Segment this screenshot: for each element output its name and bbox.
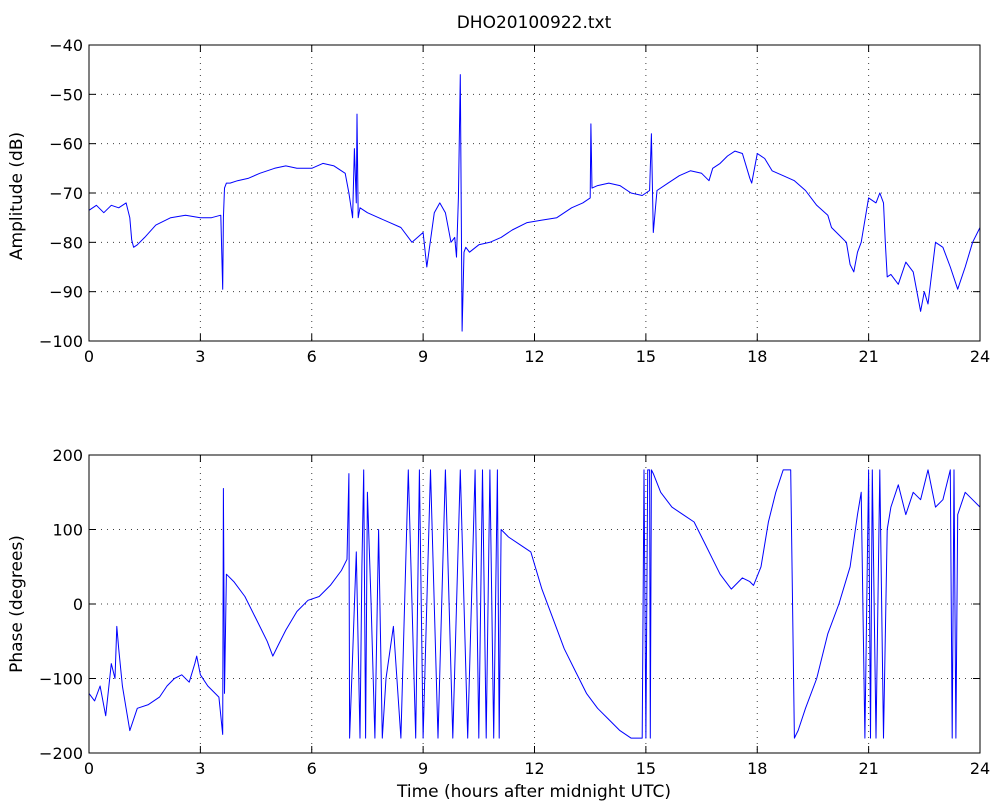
- amplitude-y-tick-label: −80: [49, 233, 83, 252]
- phase-y-tick-label: 100: [52, 521, 83, 540]
- amplitude-x-tick-label: 18: [747, 347, 767, 366]
- phase-x-tick-label: 18: [747, 759, 767, 778]
- phase-x-axis-label: Time (hours after midnight UTC): [396, 782, 671, 802]
- amplitude-y-tick-label: −90: [49, 283, 83, 302]
- phase-y-tick-label: −100: [39, 670, 83, 689]
- phase-x-tick-label: 3: [195, 759, 205, 778]
- amplitude-y-tick-label: −70: [49, 184, 83, 203]
- phase-y-tick-label: 0: [73, 595, 83, 614]
- amplitude-x-tick-label: 3: [195, 347, 205, 366]
- phase-x-tick-label: 6: [307, 759, 317, 778]
- phase-x-tick-label: 21: [858, 759, 878, 778]
- figure-title: DHO20100922.txt: [457, 13, 612, 33]
- amplitude-y-tick-label: −100: [39, 332, 83, 351]
- amplitude-x-tick-label: 6: [307, 347, 317, 366]
- amplitude-y-tick-label: −40: [49, 36, 83, 55]
- amplitude-x-tick-label: 12: [524, 347, 544, 366]
- amplitude-y-tick-label: −60: [49, 135, 83, 154]
- phase-x-tick-label: 24: [970, 759, 990, 778]
- phase-series-line: [88, 469, 981, 739]
- phase-x-tick-label: 12: [524, 759, 544, 778]
- phase-x-tick-label: 9: [418, 759, 428, 778]
- amplitude-x-tick-label: 15: [636, 347, 656, 366]
- amplitude-x-tick-label: 24: [970, 347, 990, 366]
- amplitude-x-tick-label: 9: [418, 347, 428, 366]
- amplitude-series-line: [88, 74, 981, 332]
- phase-x-tick-label: 15: [636, 759, 656, 778]
- amplitude-x-tick-label: 21: [858, 347, 878, 366]
- phase-y-tick-label: 200: [52, 446, 83, 465]
- amplitude-y-tick-label: −50: [49, 85, 83, 104]
- phase-plot: Phase (degrees) Time (hours after midnig…: [7, 446, 990, 802]
- phase-y-tick-label: −200: [39, 744, 83, 763]
- amplitude-x-tick-label: 0: [84, 347, 94, 366]
- amplitude-plot: Amplitude (dB) 0 3 6 9 12 15 18 21 24 −100 −90 −80 −…: [7, 36, 990, 366]
- phase-x-tick-label: 0: [84, 759, 94, 778]
- phase-y-axis-label: Phase (degrees): [7, 535, 27, 673]
- amplitude-y-axis-label: Amplitude (dB): [7, 132, 27, 260]
- amplitude-plot-frame: [88, 44, 981, 342]
